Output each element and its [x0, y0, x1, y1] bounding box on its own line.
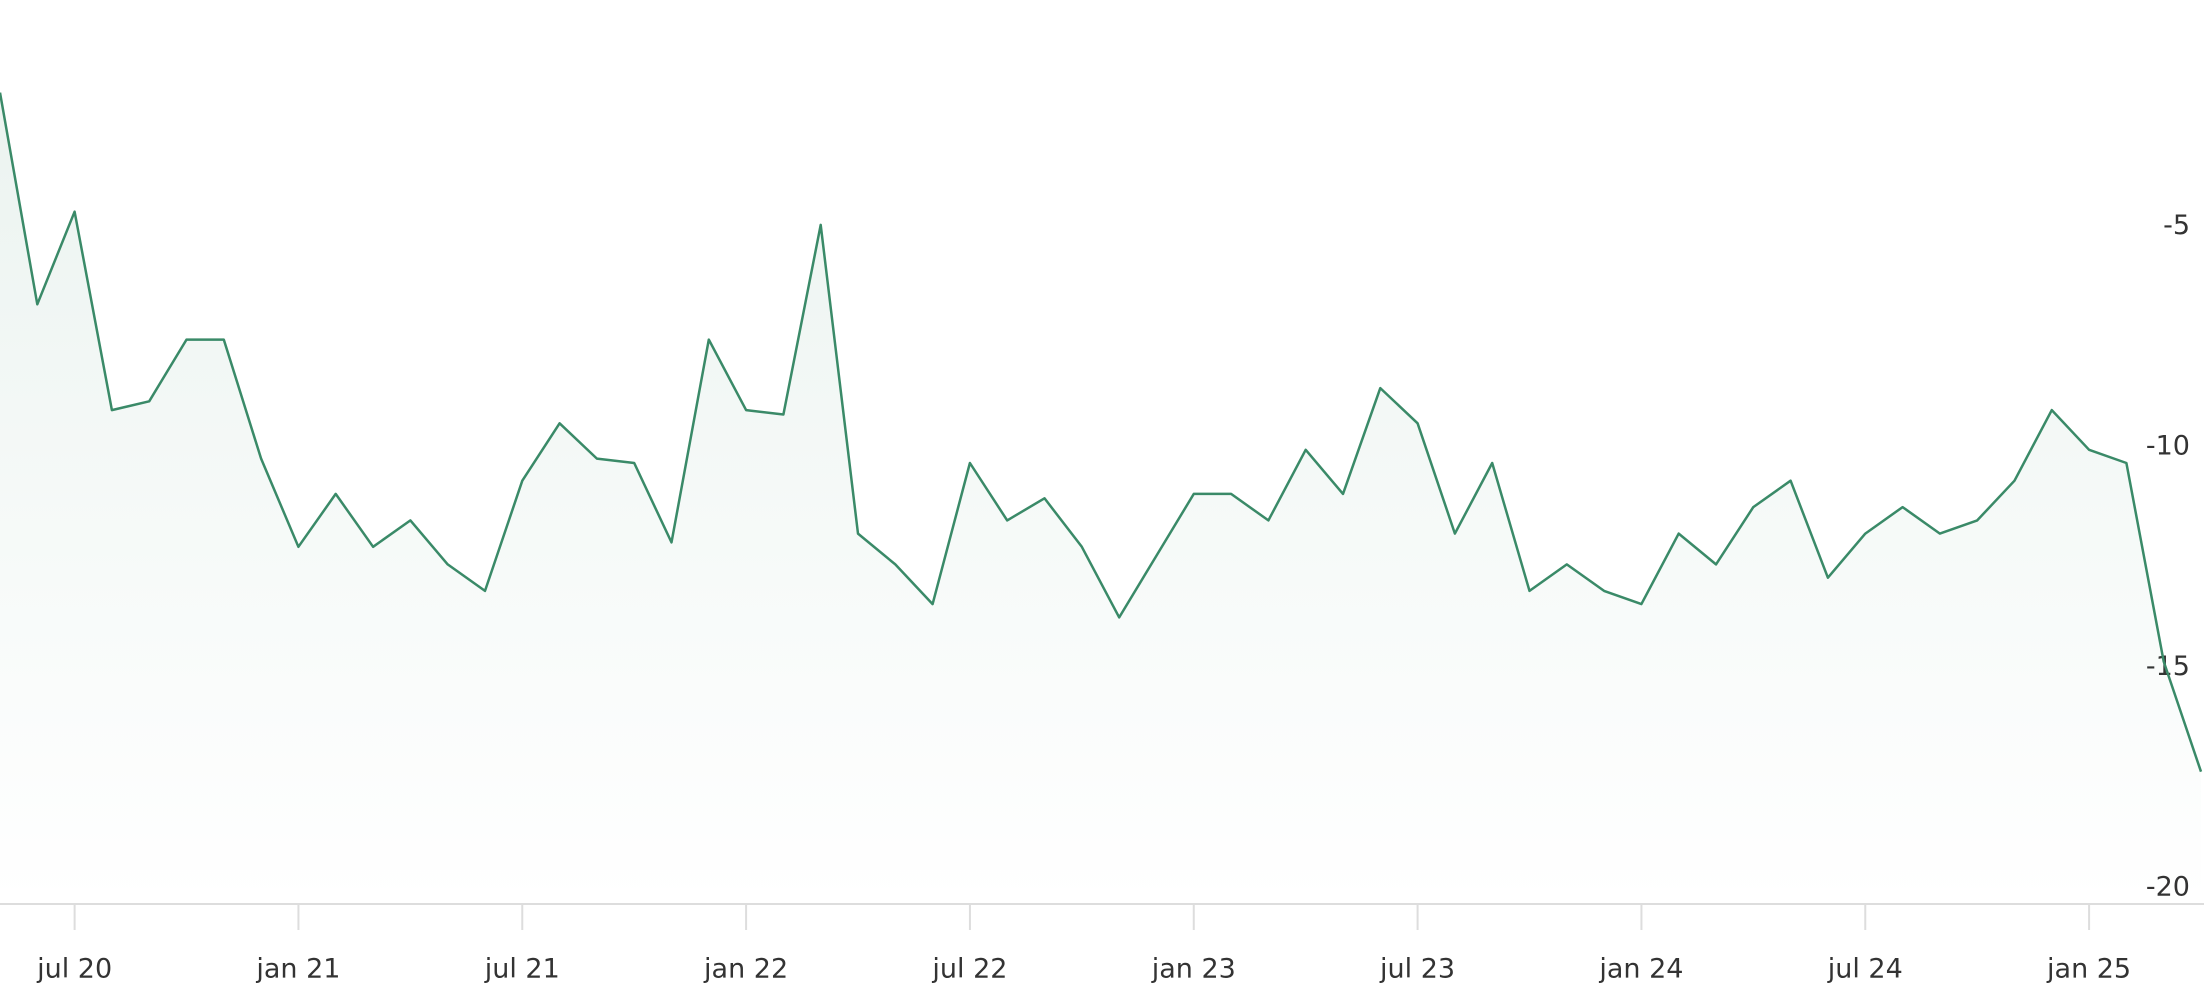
x-tick-label: jan 25 — [2046, 954, 2131, 985]
x-tick-label: jan 21 — [255, 954, 340, 985]
x-tick-label: jul 23 — [1379, 954, 1455, 985]
x-tick-label: jul 24 — [1827, 954, 1903, 985]
x-tick-label: jul 21 — [484, 954, 560, 985]
x-tick-label: jan 23 — [1151, 954, 1236, 985]
x-tick-label: jan 24 — [1598, 954, 1683, 985]
line — [0, 92, 2203, 773]
x-tick-label: jan 22 — [703, 954, 788, 985]
x-tick-label: jul 20 — [36, 954, 112, 985]
y-tick-label: -10 — [2146, 431, 2190, 462]
y-tick-label: -5 — [2163, 210, 2190, 241]
area — [0, 92, 2201, 905]
x-tick-label: jul 22 — [931, 954, 1007, 985]
